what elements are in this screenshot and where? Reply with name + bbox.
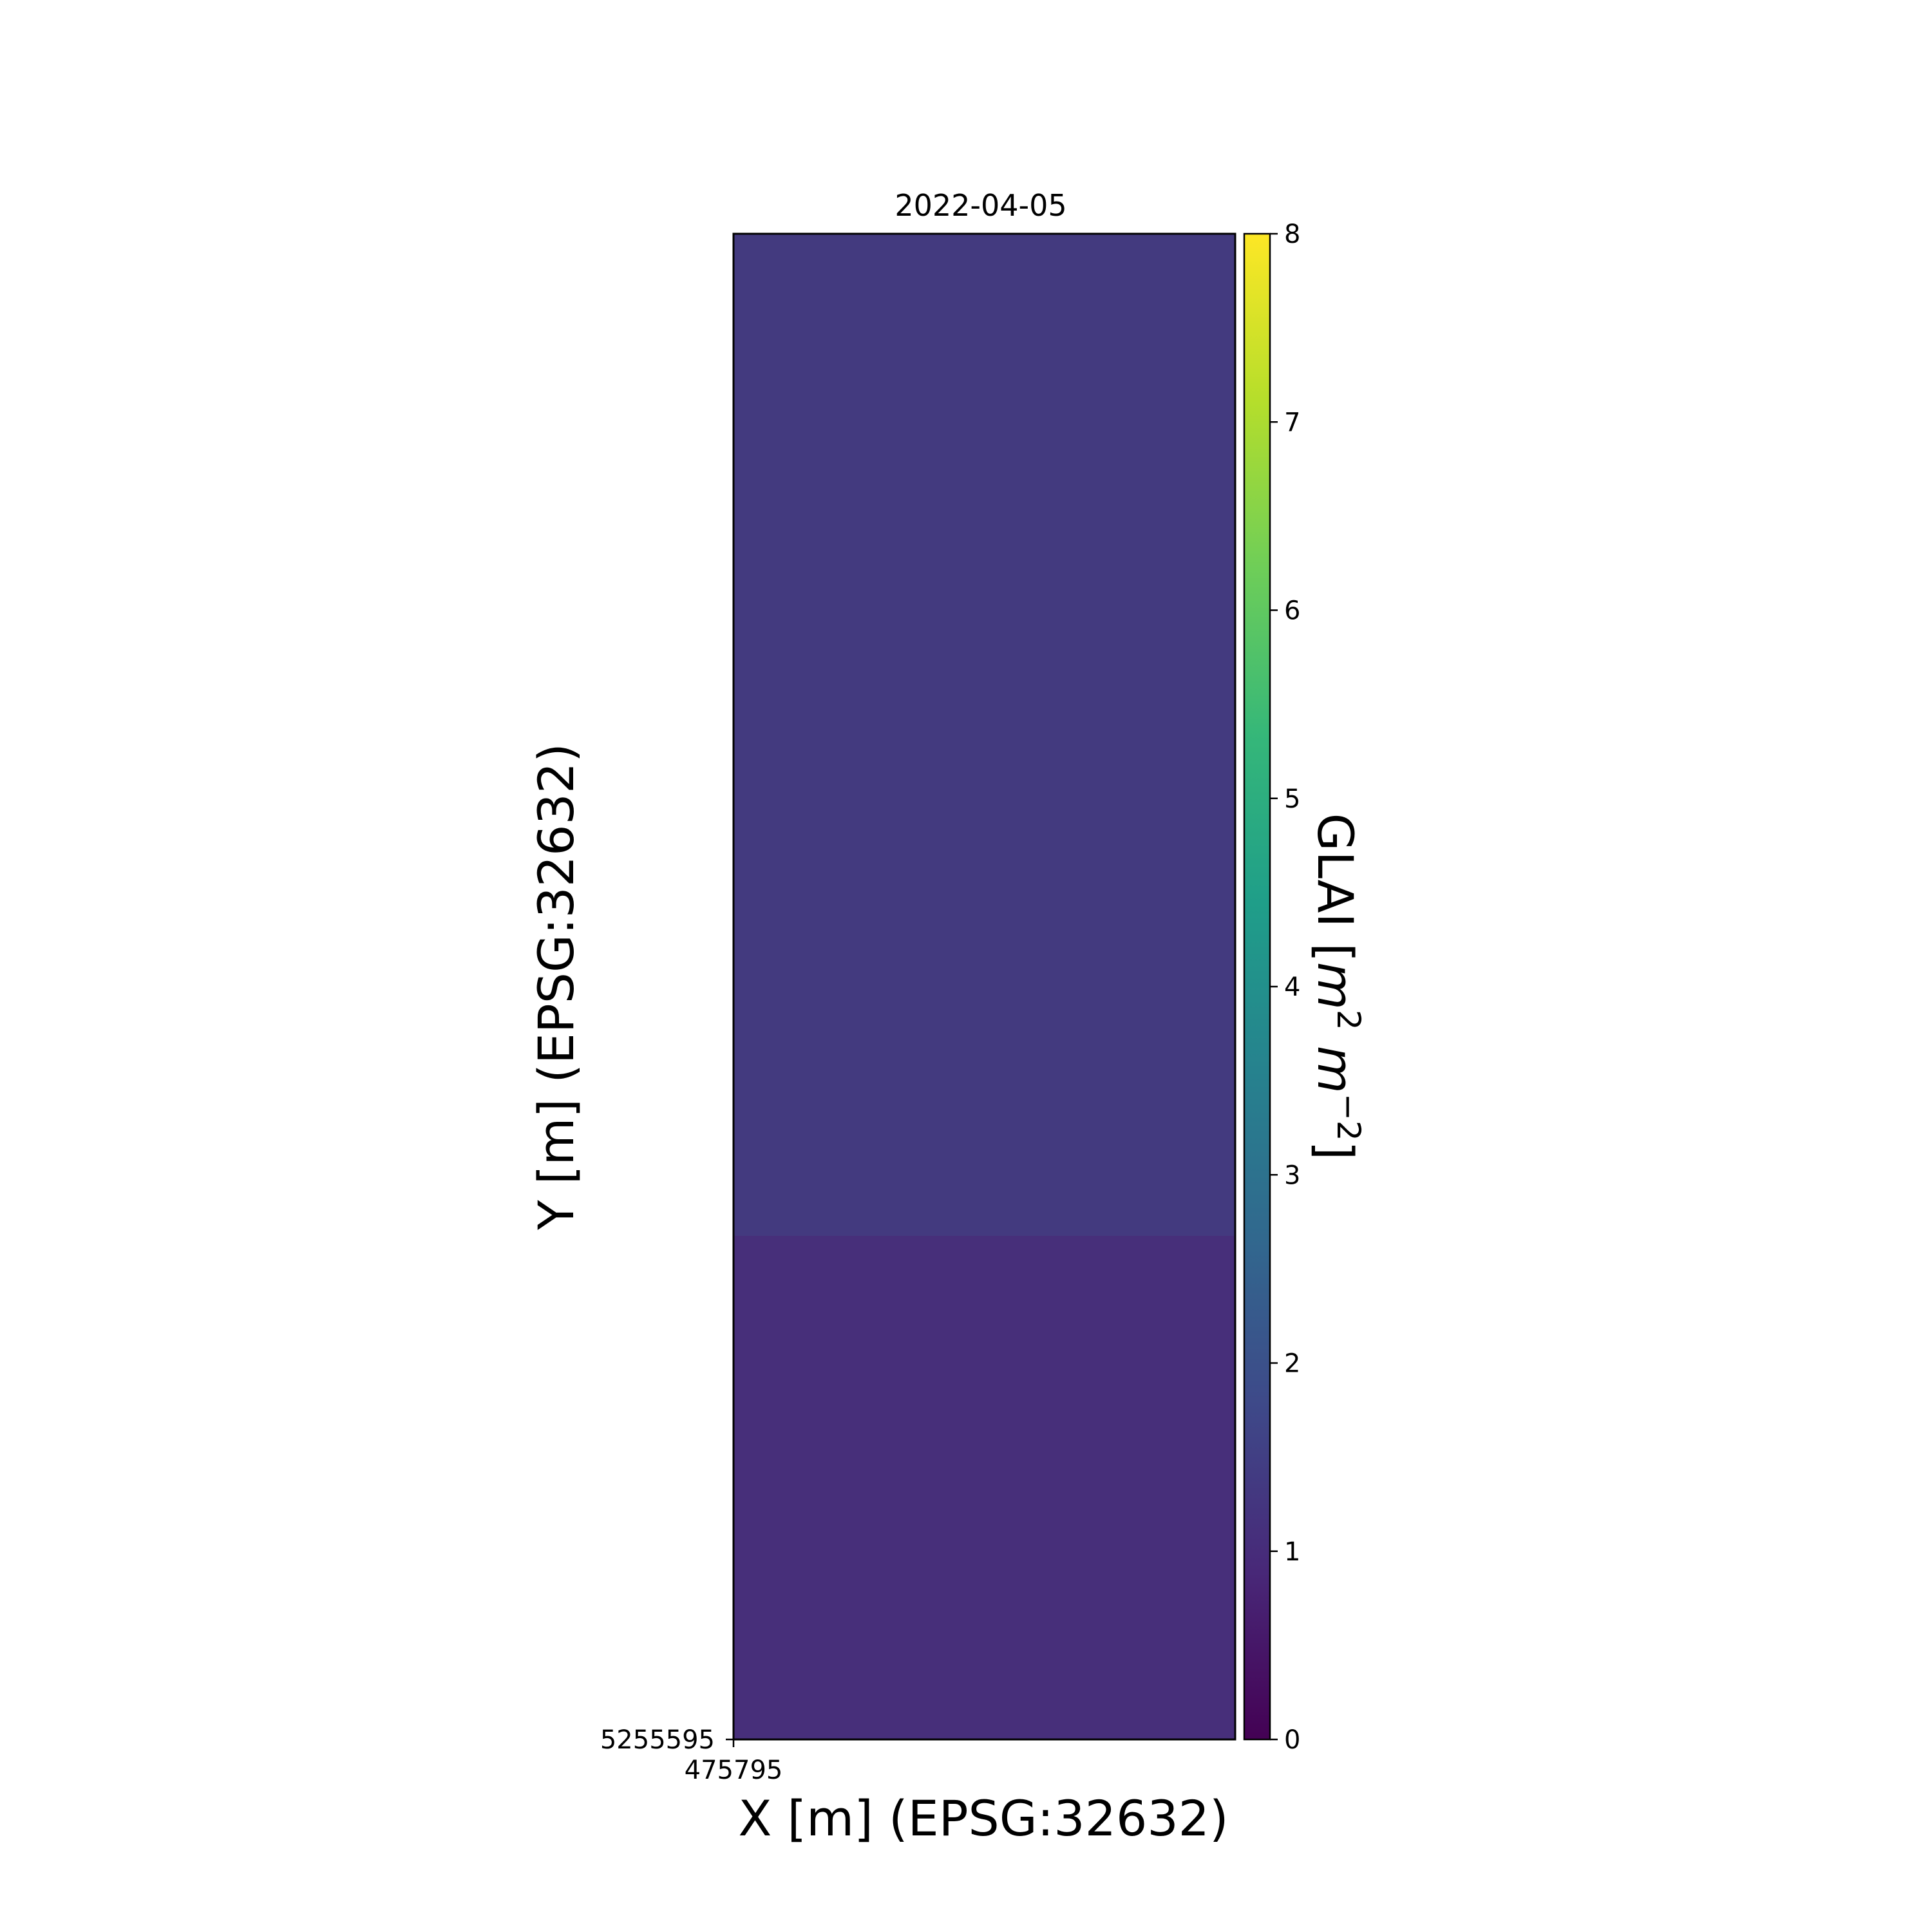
colorbar-tick-label: 5 xyxy=(1284,784,1300,814)
colorbar-tick-label: 2 xyxy=(1284,1349,1300,1379)
x-axis-label: X [m] (EPSG:32632) xyxy=(738,1790,1228,1847)
colorbar-tick-label: 0 xyxy=(1284,1725,1300,1755)
colorbar-ticks: 0 1 2 3 4 5 6 7 8 xyxy=(1270,220,1300,1755)
y-tick-label: 5255595 xyxy=(600,1725,715,1755)
y-axis-label: Y [m] (EPSG:32632) xyxy=(527,743,585,1231)
raster-cell xyxy=(734,1236,1235,1739)
chart-title: 2022-04-05 xyxy=(895,188,1066,223)
colorbar-tick-label: 1 xyxy=(1284,1537,1300,1567)
colorbar-label: GLAI [m2 m−2] xyxy=(1307,813,1367,1160)
plot-frame xyxy=(732,232,1236,1741)
colorbar xyxy=(1243,232,1271,1741)
colorbar-tick-label: 4 xyxy=(1284,972,1300,1002)
raster-cells xyxy=(734,234,1235,1739)
x-tick-label: 475795 xyxy=(685,1756,783,1785)
raster-cell xyxy=(734,234,1235,1236)
colorbar-tick-label: 6 xyxy=(1284,596,1300,626)
colorbar-tick-label: 8 xyxy=(1284,220,1300,249)
colorbar-tick-label: 7 xyxy=(1284,408,1300,437)
colorbar-tick-label: 3 xyxy=(1284,1160,1300,1190)
